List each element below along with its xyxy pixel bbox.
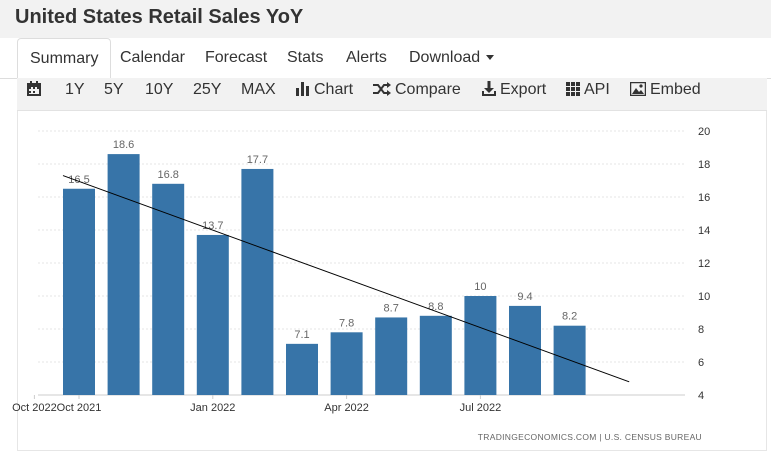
range-10y-button[interactable]: 10Y: [145, 81, 174, 98]
embed-button-label: Embed: [650, 81, 701, 98]
tab-download[interactable]: Download: [409, 38, 495, 78]
export-button-label: Export: [500, 81, 547, 98]
page-title: United States Retail Sales YoY: [15, 6, 304, 28]
title-bar: United States Retail Sales YoY: [0, 0, 771, 38]
download-icon: [482, 81, 496, 96]
range-5y-button[interactable]: 5Y: [104, 81, 124, 98]
bar-chart-icon: [296, 82, 309, 96]
tab-bar: Summary Calendar Forecast Stats Alerts D…: [0, 38, 771, 79]
compare-button-label: Compare: [395, 81, 461, 98]
image-icon: [629, 81, 647, 97]
api-button[interactable]: API: [566, 78, 610, 110]
export-button[interactable]: Export: [482, 78, 546, 110]
chart-button-label: Chart: [314, 81, 354, 98]
range-25y-button[interactable]: 25Y: [193, 81, 222, 98]
grid-icon: [566, 82, 580, 96]
tab-download-label: Download: [409, 49, 481, 66]
api-button-label: API: [584, 81, 610, 98]
tab-stats[interactable]: Stats: [287, 49, 324, 66]
chart-toolbar: 1Y 5Y 10Y 25Y MAX Chart Compare Export A…: [17, 78, 767, 111]
chevron-down-icon: [486, 55, 495, 61]
chart-panel: [17, 111, 767, 451]
chart-button[interactable]: Chart: [296, 78, 353, 110]
calendar-icon[interactable]: [27, 78, 45, 110]
shuffle-icon: [373, 82, 391, 96]
embed-button[interactable]: Embed: [629, 78, 701, 110]
tab-alerts[interactable]: Alerts: [346, 49, 387, 66]
tab-forecast[interactable]: Forecast: [205, 49, 268, 66]
tab-calendar[interactable]: Calendar: [120, 49, 185, 66]
tab-summary[interactable]: Summary: [17, 38, 112, 79]
compare-button[interactable]: Compare: [373, 78, 461, 110]
range-1y-button[interactable]: 1Y: [65, 81, 85, 98]
range-max-button[interactable]: MAX: [241, 81, 276, 98]
